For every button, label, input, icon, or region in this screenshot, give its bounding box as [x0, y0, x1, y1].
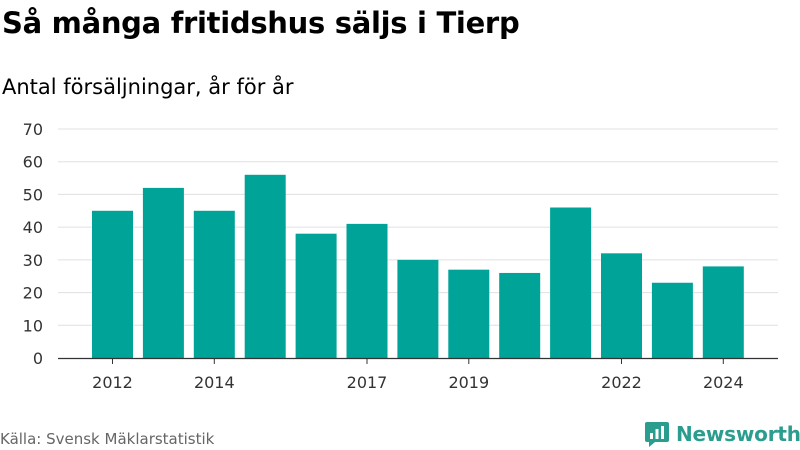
brand-name: Newsworthy: [676, 422, 800, 446]
bar-2019: [448, 269, 490, 358]
source-note: Källa: Svensk Mäklarstatistik: [0, 430, 215, 448]
bar-2022: [601, 253, 642, 358]
bar-2016: [295, 233, 337, 358]
x-tick-label: 2019: [448, 373, 489, 392]
bar-2021: [550, 207, 592, 358]
x-tick-label: 2012: [92, 373, 133, 392]
y-tick-label: 30: [23, 251, 43, 270]
bar-2023: [651, 282, 693, 358]
chart-title: Så många fritidshus säljs i Tierp: [2, 6, 520, 40]
y-tick-label: 10: [23, 316, 43, 335]
bar-2012: [92, 210, 133, 358]
newsworthy-logo-icon: [645, 422, 669, 447]
y-tick-label: 0: [33, 349, 43, 368]
bar-2013: [142, 187, 184, 358]
brand-logo: Newsworthy: [644, 420, 800, 448]
bar-2024: [702, 266, 744, 358]
bar-2020: [499, 272, 541, 358]
bar-2017: [346, 223, 388, 358]
x-tick-label: 2017: [347, 373, 388, 392]
y-tick-label: 40: [23, 218, 43, 237]
x-tick-label: 2022: [601, 373, 642, 392]
bar-2015: [244, 174, 286, 358]
bar-chart: 0 10 20 30 40 50 60 70 2012 2014 2017 2019 2022 2024: [23, 120, 778, 392]
chart-subtitle: Antal försäljningar, år för år: [2, 75, 294, 99]
bar-2014: [193, 210, 235, 358]
y-tick-label: 70: [23, 120, 43, 139]
y-tick-label: 50: [23, 185, 43, 204]
x-tick-label: 2014: [194, 373, 235, 392]
y-tick-label: 20: [23, 284, 43, 303]
y-tick-label: 60: [23, 153, 43, 172]
x-tick-label: 2024: [703, 373, 744, 392]
bar-2018: [397, 259, 439, 358]
